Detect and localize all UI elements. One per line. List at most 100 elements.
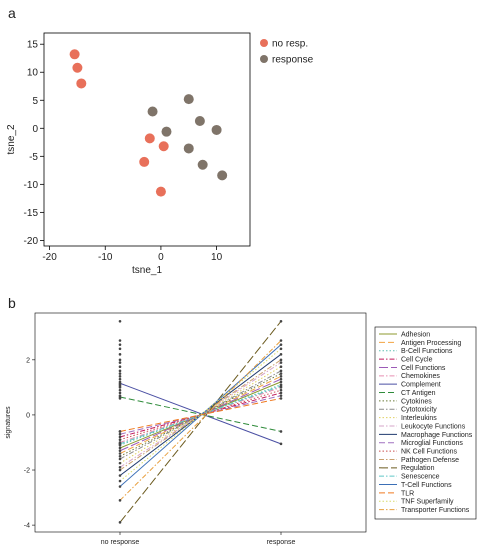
legend-label-microglial-functions: Microglial Functions: [401, 440, 463, 447]
point-response: [197, 159, 208, 170]
series-point-interleukins: [279, 365, 283, 369]
series-point-tlr: [279, 397, 283, 400]
point-response: [194, 116, 205, 127]
series-point-cytokines: [118, 454, 122, 458]
point-response: [147, 106, 158, 117]
series-point-tnf-superfamily: [279, 347, 283, 351]
x-tick-label: no response: [101, 539, 140, 546]
point-response: [183, 94, 194, 105]
series-line-complement: [119, 382, 282, 445]
series-point-senescence: [118, 384, 122, 388]
point-no-resp: [69, 49, 80, 60]
series-point-cell-functions: [118, 449, 122, 453]
series-point-transporter-functions: [279, 339, 283, 342]
series-point-tnf-superfamily: [118, 479, 122, 483]
series-line-t-cell-functions: [119, 344, 282, 487]
y-tick-label: 10: [27, 68, 39, 79]
series-line-regulation: [119, 320, 282, 523]
series-line-cell-cycle: [119, 392, 282, 438]
panel-a-label: a: [8, 5, 16, 21]
series-point-nk-cell-functions: [279, 388, 283, 392]
legend-label-interleukins: Interleukins: [401, 415, 437, 422]
series-point-cytotoxicity: [118, 457, 122, 461]
point-no-resp: [158, 141, 169, 152]
series-point-microglial-functions: [118, 432, 122, 436]
series-point-cytokines: [118, 372, 122, 375]
point-response: [161, 126, 172, 137]
legend-label-cell-cycle: Cell Cycle: [401, 356, 433, 363]
series-point-regulation: [118, 521, 122, 524]
y-tick-label: 0: [26, 412, 30, 419]
series-point-t-cell-functions: [118, 343, 122, 346]
legend-label-cytotoxicity: Cytotoxicity: [401, 407, 437, 414]
legend-label-b-cell-functions: B-Cell Functions: [401, 348, 453, 355]
legend-label-tlr: TLR: [401, 490, 414, 497]
legend-label-chemokines: Chemokines: [401, 373, 440, 380]
point-response: [217, 170, 228, 181]
x-tick-label: -10: [98, 252, 113, 263]
signatures-line-chart: 2 0 -2 -4 no response response signatures Adhes…: [5, 312, 477, 546]
series-point-interleukins: [118, 365, 122, 369]
y-tick-label: 0: [32, 124, 38, 135]
series-point-cell-cycle: [118, 391, 122, 395]
legend-label-no-resp: no resp.: [272, 39, 308, 50]
series-point-complement: [279, 442, 283, 446]
legend-label-complement: Complement: [401, 382, 441, 389]
point-response: [183, 143, 194, 154]
point-no-resp: [155, 186, 166, 197]
legend-label-antigen-processing: Antigen Processing: [401, 340, 461, 347]
y-tick-label: 2: [26, 357, 30, 364]
legend-label-nk-cell-functions: NK Cell Functions: [401, 448, 458, 455]
series-point-interleukins: [118, 461, 122, 465]
series-point-tlr: [118, 397, 122, 400]
point-no-resp: [139, 156, 150, 167]
legend-label-cell-functions: Cell Functions: [401, 365, 446, 372]
tsne-scatter-chart: -20 -10 0 10 15 10 5 0 -5 -10 -15 -20 tsne_1 tsne_2 no…: [6, 32, 314, 276]
x-tick-label: response: [267, 539, 296, 546]
legend-marker-response: [260, 55, 268, 63]
plot-frame: [43, 32, 251, 247]
x-tick-label: 10: [211, 252, 223, 263]
legend-label-cytokines: Cytokines: [401, 398, 432, 405]
series-point-antigen-processing: [118, 375, 122, 378]
series-point-cytotoxicity: [279, 369, 283, 373]
series-line-cytokines: [119, 373, 282, 457]
series-point-t-cell-functions: [118, 485, 122, 488]
point-response: [211, 124, 222, 135]
series-line-transporter-functions: [119, 340, 282, 501]
series-point-transporter-functions: [118, 499, 122, 502]
series-point-macrophage-functions: [118, 474, 122, 477]
series-point-regulation: [279, 319, 283, 323]
legend-label-pathogen-defense: Pathogen Defense: [401, 457, 459, 464]
y-tick-label: 5: [32, 96, 38, 107]
series-point-cytokines: [279, 372, 283, 375]
series-point-cell-cycle: [279, 391, 283, 395]
series-line-tlr: [119, 397, 282, 432]
series-point-cell-functions: [118, 377, 122, 381]
series-point-pathogen-defense: [279, 358, 283, 362]
series-point-pathogen-defense: [118, 358, 122, 362]
series-point-regulation: [118, 319, 122, 323]
series-point-leukocyte-functions: [118, 361, 122, 364]
series-point-cytotoxicity: [118, 369, 122, 373]
series-point-tnf-superfamily: [118, 347, 122, 351]
x-tick-label: 0: [158, 252, 164, 263]
y-tick-label: -20: [24, 236, 39, 247]
series-line-b-cell-functions: [119, 384, 282, 446]
legend-label-tnf-superfamily: TNF Superfamily: [401, 499, 454, 506]
series-point-nk-cell-functions: [118, 438, 122, 442]
series-point-complement: [118, 381, 122, 385]
legend-label-ct-antigen: CT Antigen: [401, 390, 436, 397]
series-point-macrophage-functions: [279, 353, 283, 356]
series-point-nk-cell-functions: [118, 388, 122, 392]
y-tick-label: 15: [27, 40, 39, 51]
series-point-senescence: [279, 384, 283, 388]
series-point-leukocyte-functions: [279, 361, 283, 364]
legend-marker-no-resp: [260, 39, 268, 47]
point-no-resp: [144, 133, 155, 144]
legend-label-t-cell-functions: T-Cell Functions: [401, 482, 452, 489]
x-tick-label: -20: [42, 252, 57, 263]
y-axis-title: tsne_2: [6, 124, 17, 154]
series-point-t-cell-functions: [279, 343, 283, 346]
